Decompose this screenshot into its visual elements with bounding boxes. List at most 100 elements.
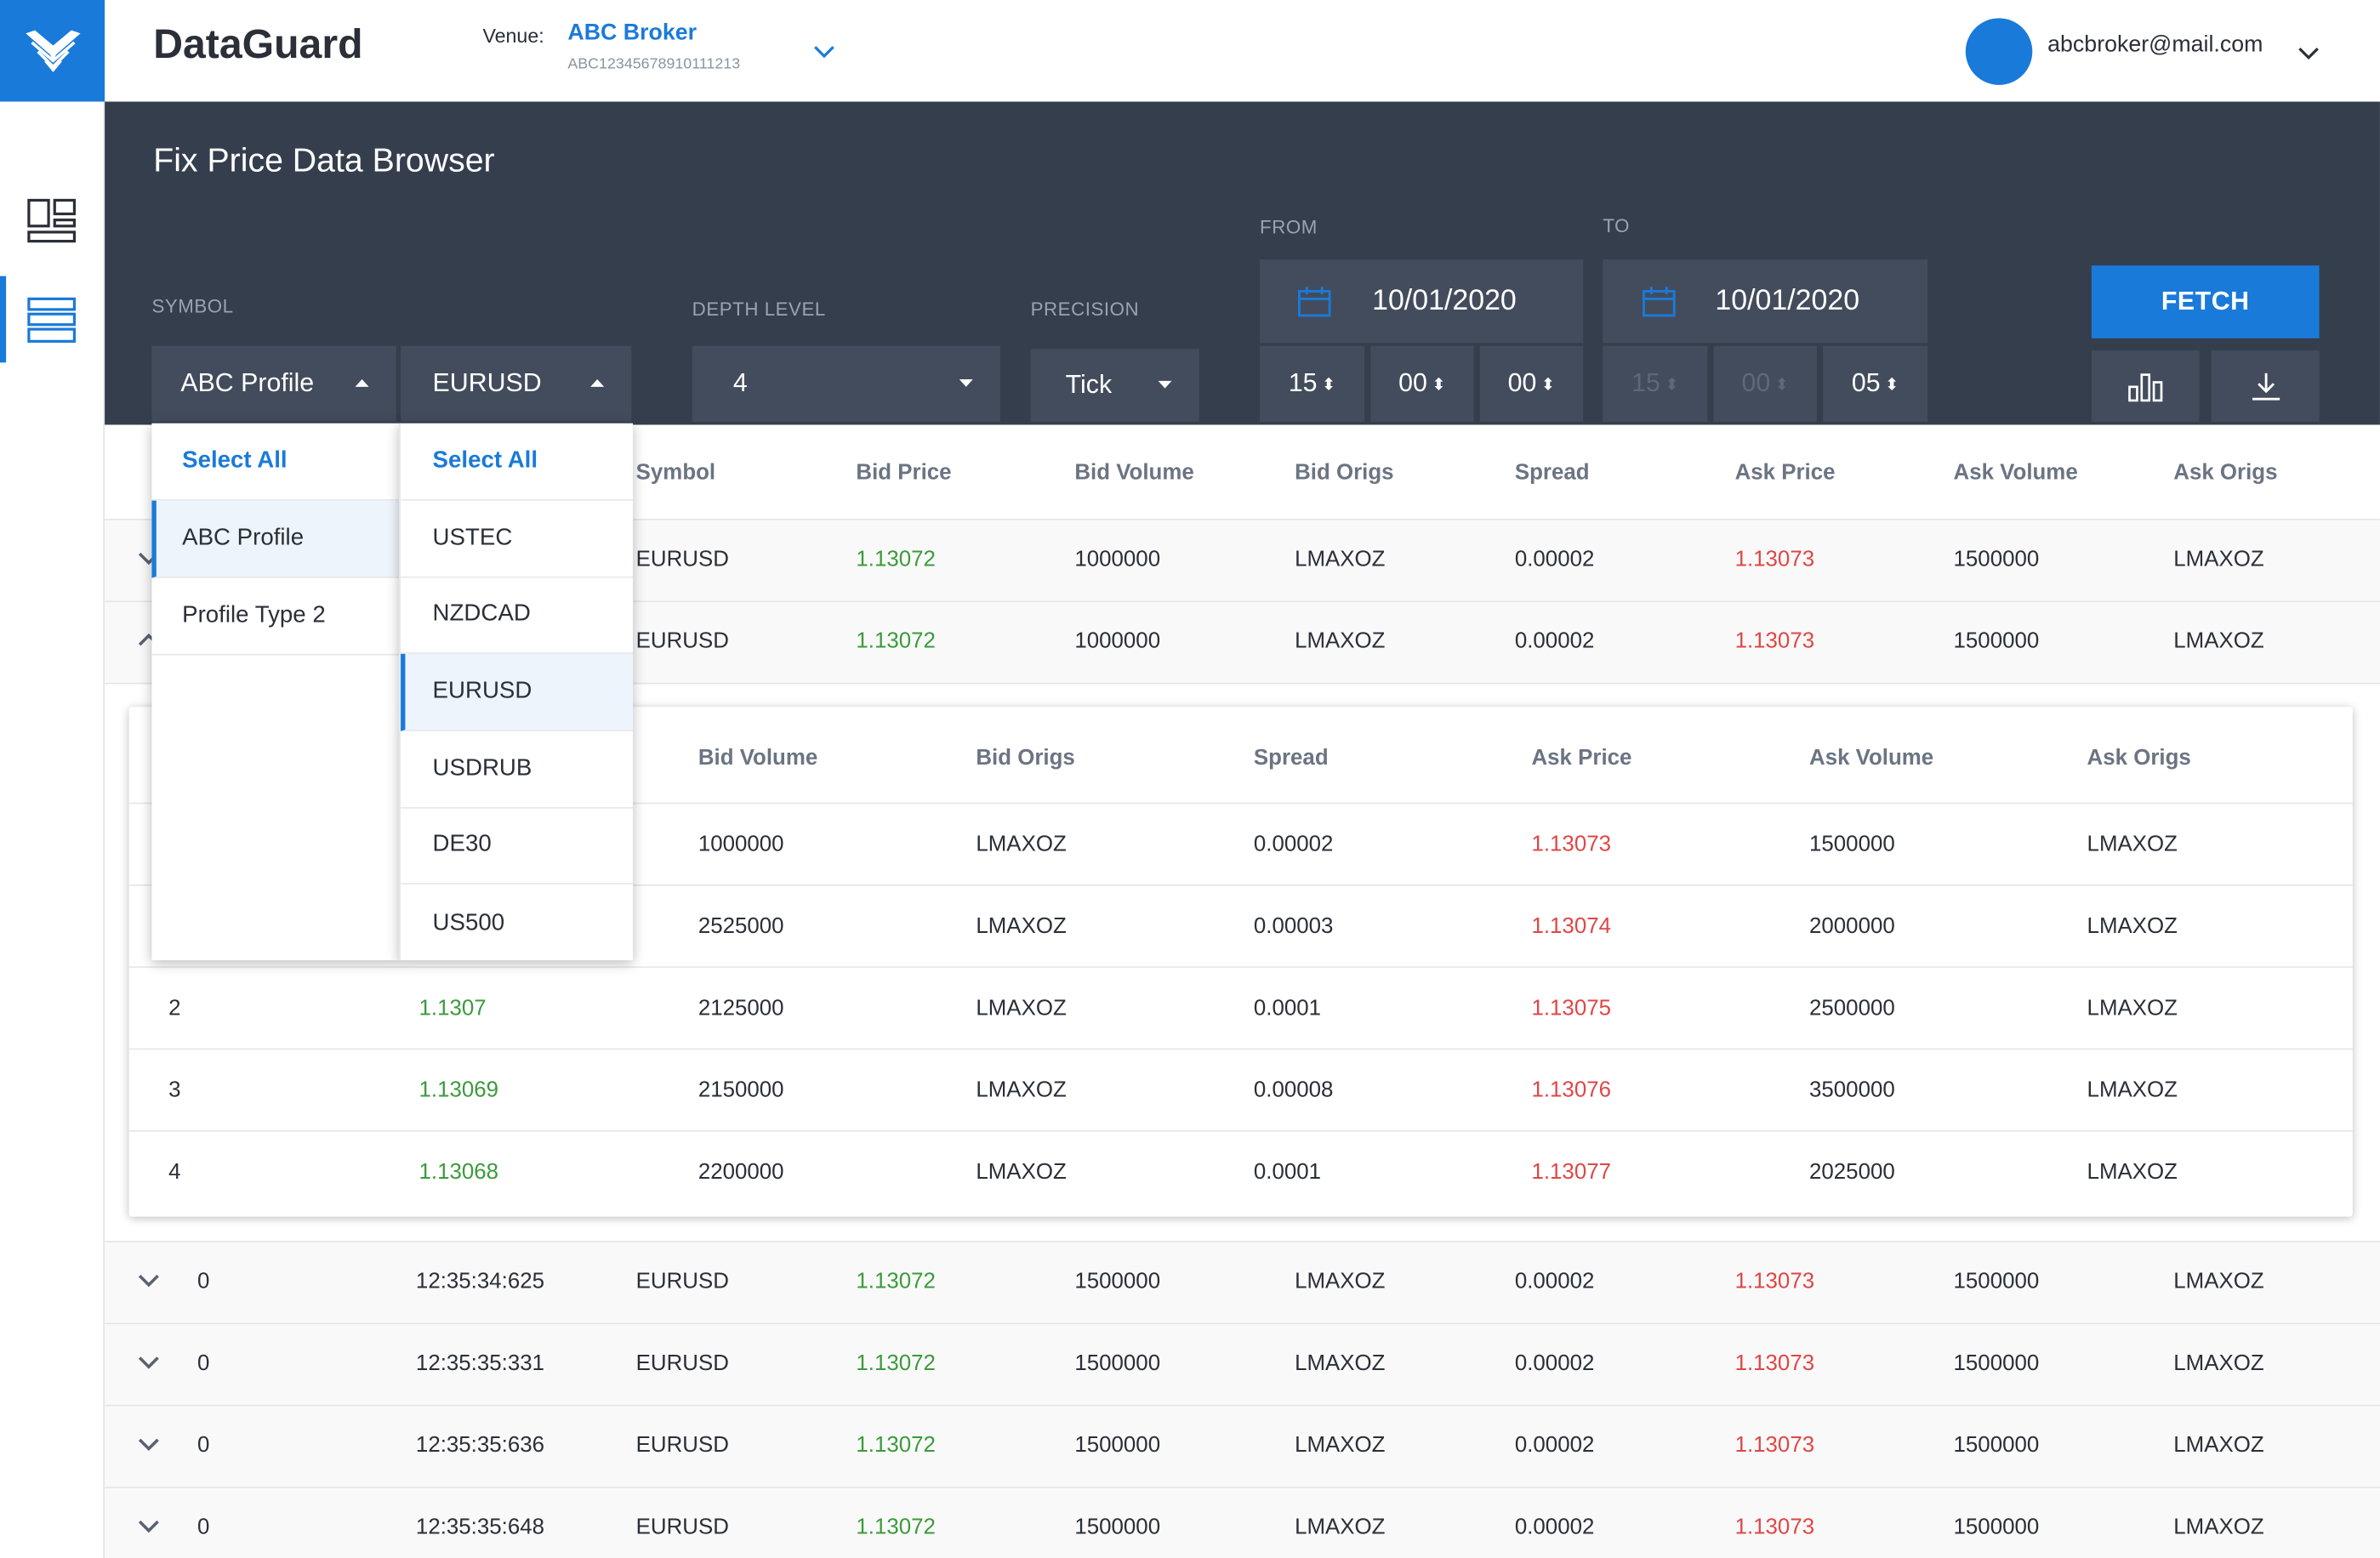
column-header-ask-origs[interactable]: Ask Origs xyxy=(2173,461,2278,486)
symbol-option[interactable]: DE30 xyxy=(401,807,634,884)
dataguard-logo-icon[interactable] xyxy=(0,0,105,102)
from-second-stepper[interactable]: 00 ⬍ xyxy=(1479,345,1584,422)
column-header-bid-price[interactable]: Bid Price xyxy=(856,461,952,486)
profile-option[interactable]: ABC Profile xyxy=(151,500,400,578)
cell-ask-price: 1.13077 xyxy=(1531,1160,1612,1186)
profile-dropdown[interactable]: ABC Profile xyxy=(151,345,396,422)
symbol-option[interactable]: USDRUB xyxy=(401,731,634,809)
to-minute-value: 00 xyxy=(1741,368,1771,398)
cell-bid-volume: 1500000 xyxy=(1074,1515,1161,1540)
fetch-button[interactable]: FETCH xyxy=(2091,265,2320,338)
column-header-ask-price[interactable]: Ask Price xyxy=(1734,461,1836,486)
cell-ask-origs: LMAXOZ xyxy=(2173,629,2264,654)
stepper-icon: ⬍ xyxy=(1774,375,1790,394)
symbol-option[interactable]: NZDCAD xyxy=(401,577,634,654)
cell-ask-price: 1.13073 xyxy=(1734,1351,1815,1376)
column-header-bid-volume[interactable]: Bid Volume xyxy=(1074,461,1194,486)
cell-level: 0 xyxy=(196,1433,210,1458)
cell-ask-price: 1.13073 xyxy=(1734,629,1815,654)
cell-ask-origs: LMAXOZ xyxy=(2173,1433,2264,1458)
download-button[interactable] xyxy=(2211,350,2320,422)
cell-ask-price: 1.13073 xyxy=(1734,1270,1815,1294)
to-date-input[interactable]: 10/01/2020 xyxy=(1603,259,1928,344)
symbol-option[interactable]: USTEC xyxy=(401,501,634,578)
column-header-spread[interactable]: Spread xyxy=(1514,461,1590,486)
symbol-option[interactable]: US500 xyxy=(432,909,505,935)
bar-chart-icon xyxy=(2127,372,2162,401)
cell-level: 0 xyxy=(196,1351,210,1376)
cell-bid-price: 1.13072 xyxy=(856,1515,936,1540)
table-row[interactable]: 0 12:35:35:648 EURUSD 1.13072 1500000 LM… xyxy=(105,1487,2380,1558)
from-minute-value: 00 xyxy=(1398,368,1427,398)
cell-bid-price: 1.13069 xyxy=(418,1078,499,1103)
cell-bid-volume: 1000000 xyxy=(1074,629,1161,654)
cell-ask-price: 1.13073 xyxy=(1734,1515,1815,1540)
cell-ask-volume: 1500000 xyxy=(1953,1515,2040,1540)
venue-label: Venue: xyxy=(482,24,544,48)
stepper-icon: ⬍ xyxy=(1321,375,1336,394)
from-hour-stepper[interactable]: 15 ⬍ xyxy=(1260,345,1365,422)
data-browser-icon[interactable] xyxy=(26,294,77,346)
cell-ask-volume: 1500000 xyxy=(1953,547,2040,572)
chevron-down-icon[interactable] xyxy=(138,1519,159,1534)
calendar-icon xyxy=(1643,287,1676,317)
from-date-input[interactable]: 10/01/2020 xyxy=(1260,259,1584,344)
dashboard-icon[interactable] xyxy=(26,196,77,247)
from-second-value: 00 xyxy=(1507,368,1537,398)
cell-level: 0 xyxy=(196,1515,210,1540)
cell-bid-origs: LMAXOZ xyxy=(1295,1351,1386,1376)
cell-spread: 0.00002 xyxy=(1514,1515,1595,1540)
table-row[interactable]: 0 12:35:35:636 EURUSD 1.13072 1500000 LM… xyxy=(105,1406,2380,1488)
symbol-select-all[interactable]: Select All xyxy=(401,424,634,501)
chart-view-button[interactable] xyxy=(2091,350,2200,422)
cell-bid-volume: 1000000 xyxy=(697,833,784,857)
cell-bid-origs: LMAXOZ xyxy=(1295,1270,1386,1294)
chevron-down-icon[interactable] xyxy=(2298,41,2320,68)
symbol-option[interactable]: EURUSD xyxy=(401,653,634,731)
table-row[interactable]: 0 12:35:35:331 EURUSD 1.13072 1500000 LM… xyxy=(105,1324,2380,1407)
sidebar xyxy=(0,101,105,1558)
depth-level-dropdown[interactable]: 4 xyxy=(692,345,1000,422)
from-minute-stepper[interactable]: 00 ⬍ xyxy=(1370,345,1474,422)
chevron-down-icon[interactable] xyxy=(138,1273,159,1288)
detail-row: 2525000 LMAXOZ 0.00003 1.13074 2000000 L… xyxy=(128,886,2353,969)
depth-level-label: DEPTH LEVEL xyxy=(692,299,826,321)
precision-dropdown[interactable]: Tick xyxy=(1030,349,1199,422)
table-row[interactable]: 0 12:35:34:625 EURUSD 1.13072 1500000 LM… xyxy=(105,1242,2380,1325)
caret-down-icon xyxy=(959,378,973,387)
from-hour-value: 15 xyxy=(1288,368,1318,398)
profile-option[interactable]: Profile Type 2 xyxy=(151,578,400,656)
cell-time: 12:35:34:625 xyxy=(415,1270,545,1294)
cell-spread: 0.00003 xyxy=(1253,914,1334,940)
chevron-down-icon[interactable] xyxy=(813,39,834,66)
column-header-ask-volume[interactable]: Ask Volume xyxy=(1953,461,2078,486)
user-email[interactable]: abcbroker@mail.com xyxy=(2047,31,2263,58)
cell-ask-price: 1.13073 xyxy=(1734,1433,1815,1458)
detail-header-ask-volume: Ask Volume xyxy=(1809,746,1934,771)
venue-name[interactable]: ABC Broker xyxy=(567,20,697,46)
cell-bid-volume: 1500000 xyxy=(1074,1433,1161,1458)
cell-spread: 0.00002 xyxy=(1514,1433,1595,1458)
cell-bid-origs: LMAXOZ xyxy=(1295,629,1386,654)
cell-ask-volume: 2025000 xyxy=(1809,1160,1895,1186)
to-second-stepper[interactable]: 05 ⬍ xyxy=(1823,345,1928,422)
column-header-symbol[interactable]: Symbol xyxy=(635,461,716,486)
stepper-icon: ⬍ xyxy=(1884,375,1899,394)
cell-symbol: EURUSD xyxy=(635,1433,729,1458)
symbol-value: EURUSD xyxy=(432,368,542,398)
chevron-down-icon[interactable] xyxy=(138,1355,159,1370)
to-hour-stepper: 15 ⬍ xyxy=(1603,345,1708,422)
cell-bid-volume: 2200000 xyxy=(697,1160,784,1186)
profile-select-all[interactable]: Select All xyxy=(151,424,400,501)
chevron-down-icon[interactable] xyxy=(138,1436,159,1452)
cell-bid-origs: LMAXOZ xyxy=(1295,1515,1386,1540)
cell-bid-price: 1.13072 xyxy=(856,1433,936,1458)
cell-spread: 0.00002 xyxy=(1514,1270,1595,1294)
symbol-dropdown[interactable]: EURUSD xyxy=(401,345,632,422)
cell-bid-origs: LMAXOZ xyxy=(976,833,1067,857)
column-header-bid-origs[interactable]: Bid Origs xyxy=(1295,461,1394,486)
cell-level: 3 xyxy=(168,1078,181,1103)
avatar[interactable] xyxy=(1965,18,2033,85)
cell-ask-origs: LMAXOZ xyxy=(2173,1515,2264,1540)
